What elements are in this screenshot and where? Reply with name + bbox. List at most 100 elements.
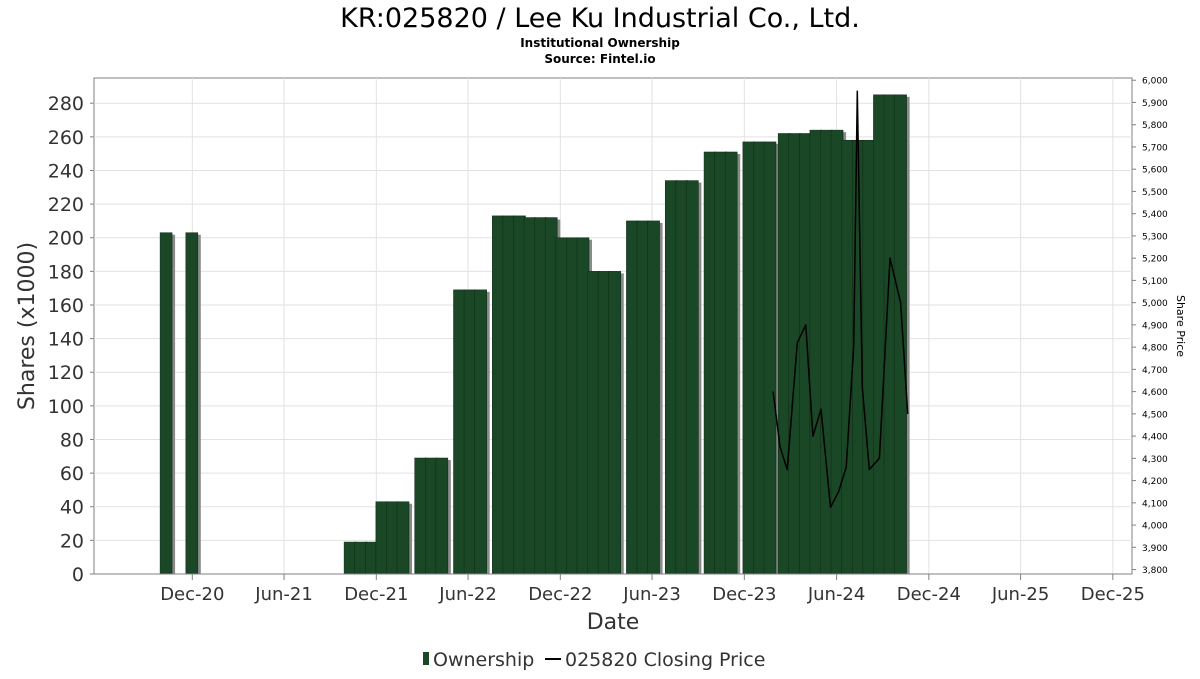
- y2-tick-label: 4,600: [1142, 388, 1168, 398]
- y2-tick-label: 4,000: [1142, 522, 1168, 532]
- ownership-bar: [626, 220, 639, 575]
- closing-price-line: [772, 90, 909, 509]
- y2-tick-label: 5,800: [1142, 121, 1168, 131]
- x-axis: Dec-20 Jun-21 Dec-21 Jun-22 Dec-22 Jun-23 Dec-…: [94, 573, 1145, 605]
- ownership-bar: [555, 237, 569, 575]
- y2-tick-label: 4,900: [1142, 321, 1168, 331]
- ownership-bar: [636, 220, 650, 575]
- ownership-bar: [534, 217, 547, 575]
- y-tick-label: 0: [72, 564, 84, 586]
- ownership-bar: [788, 133, 801, 575]
- y2-tick-label: 5,300: [1142, 232, 1168, 242]
- ownership-bar: [523, 217, 537, 575]
- ownership-bar: [474, 289, 487, 575]
- chart-source: Source: Fintel.io: [544, 52, 655, 66]
- y2-tick-label: 4,200: [1142, 477, 1168, 487]
- ownership-bar: [894, 94, 907, 575]
- ownership-bar: [159, 232, 173, 575]
- ownership-bar: [435, 457, 449, 575]
- y-tick-label: 220: [48, 194, 84, 216]
- y2-tick-label: 5,600: [1142, 166, 1168, 176]
- y-tick-label: 260: [48, 127, 84, 149]
- y2-tick-label: 5,100: [1142, 277, 1168, 287]
- ownership-bar: [742, 141, 756, 575]
- x-tick-label: Dec-21: [344, 584, 408, 605]
- ownership-bar: [365, 541, 378, 575]
- y2-tick-label: 3,900: [1142, 544, 1168, 554]
- ownership-bar: [513, 215, 526, 575]
- y2-tick-label: 4,700: [1142, 366, 1168, 376]
- y2-axis-label: Share Price: [1174, 295, 1187, 357]
- ownership-bar: [873, 94, 886, 575]
- y2-tick-label: 3,800: [1142, 566, 1168, 576]
- y-tick-label: 80: [60, 429, 84, 451]
- ownership-bar: [686, 180, 699, 575]
- x-tick-label: Dec-25: [1081, 584, 1145, 605]
- x-tick-label: Jun-21: [254, 584, 313, 605]
- y2-tick-label: 4,500: [1142, 410, 1168, 420]
- ownership-bar: [463, 289, 477, 575]
- y2-tick-label: 6,000: [1142, 77, 1168, 87]
- x-tick-label: Jun-24: [807, 584, 866, 605]
- ownership-bar: [453, 289, 466, 575]
- ownership-bar: [587, 271, 600, 575]
- ownership-bar: [544, 217, 558, 575]
- y2-tick-label: 4,100: [1142, 499, 1168, 509]
- y2-tick-label: 5,000: [1142, 299, 1168, 309]
- ownership-bar: [343, 541, 357, 575]
- y-tick-label: 60: [60, 463, 84, 485]
- ownership-bar: [425, 457, 438, 575]
- ownership-bar: [799, 133, 812, 575]
- y2-tick-label: 5,200: [1142, 255, 1168, 265]
- ownership-bars: [159, 94, 910, 575]
- x-tick-label: Dec-23: [712, 584, 776, 605]
- ownership-bar: [763, 141, 777, 575]
- y-tick-label: 240: [48, 160, 84, 182]
- left-y-axis: 0 20 40 60 80 100 120 140 160 180 200 220 240 260 280: [48, 93, 94, 586]
- y2-tick-label: 5,400: [1142, 210, 1168, 220]
- legend: Ownership 025820 Closing Price: [423, 649, 765, 671]
- legend-price-label: 025820 Closing Price: [565, 649, 765, 671]
- y2-tick-label: 4,400: [1142, 433, 1168, 443]
- y2-tick-label: 5,700: [1142, 143, 1168, 153]
- ownership-bar: [714, 151, 727, 575]
- ownership-bar: [492, 215, 505, 575]
- y2-tick-label: 4,300: [1142, 455, 1168, 465]
- y-tick-label: 20: [60, 530, 84, 552]
- chart-title: KR:025820 / Lee Ku Industrial Co., Ltd.: [340, 3, 860, 34]
- ownership-bar: [862, 139, 876, 575]
- price-line: [772, 90, 909, 509]
- y-tick-label: 120: [48, 362, 84, 384]
- x-tick-label: Dec-24: [897, 584, 961, 605]
- ownership-bar: [185, 232, 199, 575]
- ownership-bar: [566, 237, 579, 575]
- ownership-bar: [414, 457, 427, 575]
- x-tick-label: Jun-25: [991, 584, 1050, 605]
- ownership-bar: [597, 271, 611, 575]
- x-tick-label: Dec-20: [160, 584, 224, 605]
- ownership-bar: [809, 129, 823, 575]
- ownership-bar: [608, 271, 622, 575]
- y-tick-label: 40: [60, 497, 84, 519]
- ownership-bar: [647, 220, 660, 575]
- ownership-bar: [354, 541, 367, 575]
- y-tick-label: 100: [48, 396, 84, 418]
- legend-ownership-label: Ownership: [433, 649, 534, 671]
- chart-subtitle: Institutional Ownership: [520, 36, 680, 50]
- ownership-bar: [830, 129, 844, 575]
- x-tick-label: Jun-23: [622, 584, 681, 605]
- y-axis-label: Shares (x1000): [15, 242, 40, 410]
- ownership-bar: [664, 180, 678, 575]
- ownership-bar: [396, 501, 410, 575]
- y-tick-label: 180: [48, 261, 84, 283]
- right-y-axis: 3,800 3,900 4,000 4,100 4,200 4,300 4,400 4,500…: [1132, 77, 1168, 576]
- y-tick-label: 140: [48, 329, 84, 351]
- ownership-bar: [753, 141, 766, 575]
- ownership-bar: [386, 501, 399, 575]
- ownership-bar: [777, 133, 791, 575]
- y-tick-label: 200: [48, 228, 84, 250]
- ownership-bar: [724, 151, 738, 575]
- y2-tick-label: 4,800: [1142, 344, 1168, 354]
